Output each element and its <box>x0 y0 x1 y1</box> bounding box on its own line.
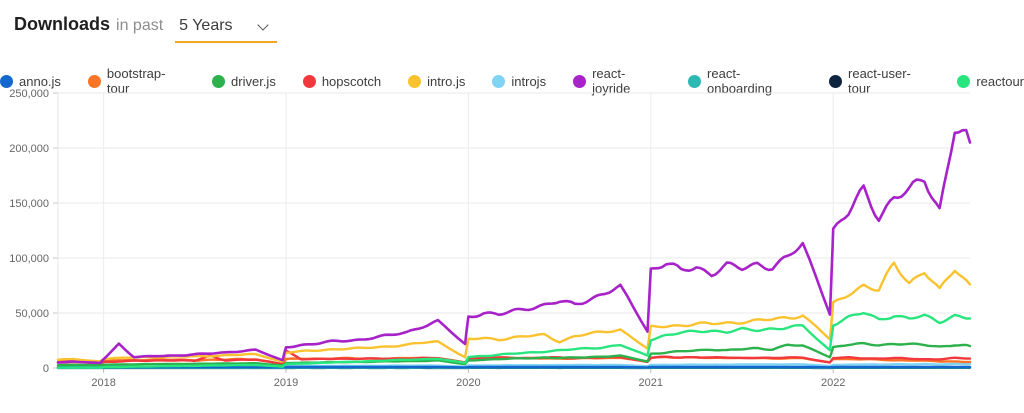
svg-text:0: 0 <box>43 363 49 375</box>
legend-dot <box>688 75 701 88</box>
legend-label: introjs <box>511 74 546 89</box>
legend-dot <box>829 75 842 88</box>
line-chart: 0 50,000 100,000 150,000 200,000 250,000 2018 2… <box>0 88 1024 408</box>
legend-item-intro-js[interactable]: intro.js <box>408 74 465 89</box>
legend-dot <box>0 75 13 88</box>
legend-item-reactour[interactable]: reactour <box>957 74 1024 89</box>
time-range-value: 5 Years <box>179 17 232 35</box>
svg-text:2022: 2022 <box>821 377 845 389</box>
legend-label: reactour <box>976 74 1024 89</box>
legend-label: intro.js <box>427 74 465 89</box>
legend-item-anno-js[interactable]: anno.js <box>0 74 61 89</box>
legend-dot <box>303 75 316 88</box>
legend-label: hopscotch <box>322 74 381 89</box>
chevron-down-icon <box>257 19 268 30</box>
legend-label: anno.js <box>19 74 61 89</box>
svg-text:2018: 2018 <box>91 377 115 389</box>
page-title: Downloads <box>14 14 110 35</box>
svg-text:2019: 2019 <box>274 377 298 389</box>
svg-text:2020: 2020 <box>456 377 480 389</box>
downloads-header: Downloads in past 5 Years <box>14 14 277 43</box>
time-range-select[interactable]: 5 Years <box>175 15 276 43</box>
svg-text:50,000: 50,000 <box>15 308 49 320</box>
header-connector: in past <box>116 17 163 35</box>
svg-text:200,000: 200,000 <box>9 143 49 155</box>
legend-item-driver-js[interactable]: driver.js <box>212 74 276 89</box>
svg-text:2021: 2021 <box>639 377 663 389</box>
legend-item-introjs[interactable]: introjs <box>492 74 546 89</box>
svg-text:250,000: 250,000 <box>9 88 49 100</box>
legend-item-hopscotch[interactable]: hopscotch <box>303 74 381 89</box>
svg-text:150,000: 150,000 <box>9 198 49 210</box>
svg-text:100,000: 100,000 <box>9 253 49 265</box>
legend-dot <box>212 75 225 88</box>
legend-dot <box>957 75 970 88</box>
legend-dot <box>408 75 421 88</box>
legend-label: driver.js <box>231 74 276 89</box>
downloads-chart: 0 50,000 100,000 150,000 200,000 250,000 2018 2… <box>0 88 1024 408</box>
legend-dot <box>492 75 505 88</box>
legend-dot <box>573 75 586 88</box>
legend-dot <box>88 75 101 88</box>
